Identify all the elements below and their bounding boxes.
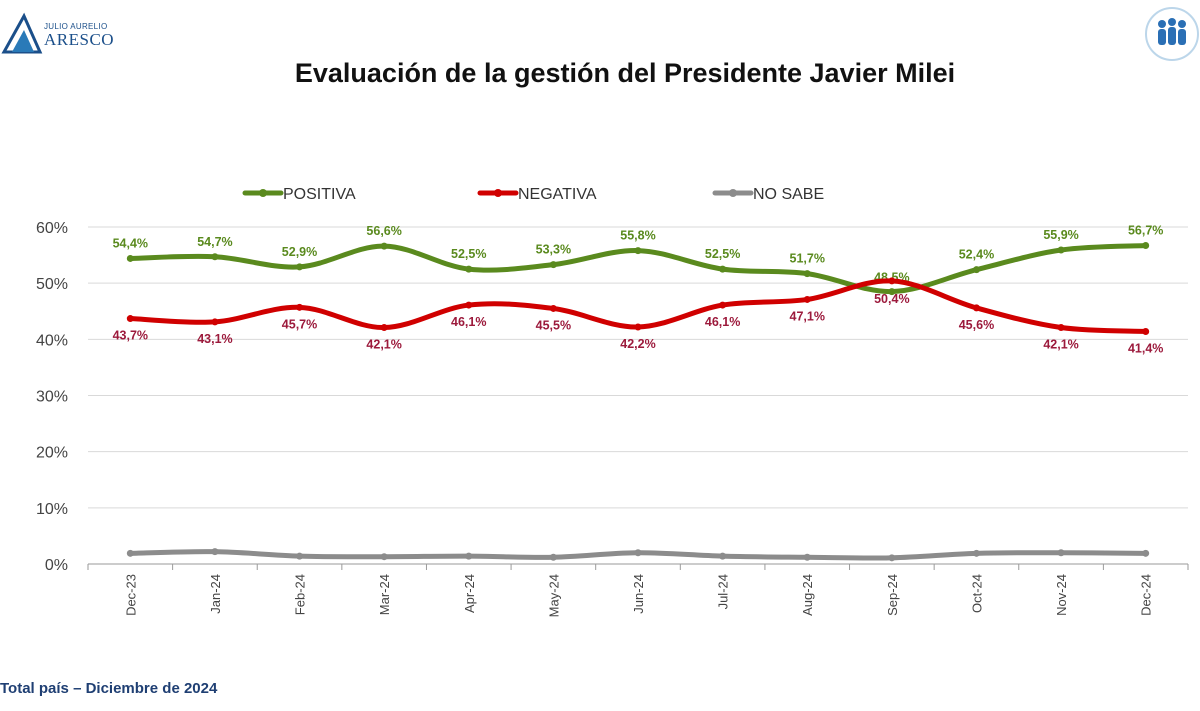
- data-label-positiva: 56,7%: [1128, 224, 1163, 238]
- data-point-negativa: [1057, 324, 1065, 332]
- data-label-positiva: 52,5%: [705, 247, 740, 261]
- data-label-negativa: 42,1%: [366, 338, 401, 352]
- data-point-negativa: [549, 304, 557, 312]
- data-point-positiva: [719, 265, 727, 273]
- data-point-no-sabe: [465, 552, 473, 560]
- y-tick-label: 0%: [45, 557, 68, 574]
- logo-name: ARESCO: [44, 30, 115, 49]
- data-label-positiva: 52,4%: [959, 248, 994, 262]
- data-point-no-sabe: [380, 553, 388, 561]
- legend-marker-negativa: [494, 189, 502, 197]
- data-label-negativa: 50,4%: [874, 292, 909, 306]
- legend-marker-positiva: [259, 189, 267, 197]
- data-point-no-sabe: [1057, 549, 1065, 557]
- legend-marker-no-sabe: [729, 189, 737, 197]
- data-point-negativa: [634, 323, 642, 331]
- x-tick-label: Jan-24: [208, 574, 223, 614]
- data-label-positiva: 53,3%: [536, 243, 571, 257]
- data-point-no-sabe: [972, 549, 980, 557]
- people-emblem-icon: [1145, 7, 1199, 61]
- x-tick-label: May-24: [546, 574, 561, 617]
- data-point-positiva: [549, 261, 557, 269]
- data-label-negativa: 45,6%: [959, 318, 994, 332]
- data-point-positiva: [1057, 246, 1065, 254]
- data-point-positiva: [888, 288, 896, 296]
- x-tick-label: Feb-24: [293, 574, 308, 615]
- data-point-no-sabe: [296, 552, 304, 560]
- data-point-negativa: [380, 324, 388, 332]
- data-label-positiva: 54,4%: [113, 236, 148, 250]
- x-tick-label: Dec-23: [123, 574, 138, 616]
- legend-label-negativa: NEGATIVA: [518, 186, 597, 203]
- data-label-negativa: 41,4%: [1128, 341, 1163, 355]
- x-tick-label: Aug-24: [800, 574, 815, 616]
- data-label-positiva: 51,7%: [790, 252, 825, 266]
- data-label-negativa: 42,2%: [620, 337, 655, 351]
- data-point-negativa: [803, 295, 811, 303]
- data-point-no-sabe: [126, 549, 134, 557]
- data-point-negativa: [126, 315, 134, 323]
- data-point-negativa: [1142, 327, 1150, 335]
- data-label-positiva: 56,6%: [366, 224, 401, 238]
- footer-caption: Total país – Diciembre de 2024: [0, 680, 218, 697]
- data-point-positiva: [1142, 242, 1150, 250]
- data-label-negativa: 43,1%: [197, 332, 232, 346]
- triangle-logo-icon: [1, 12, 43, 54]
- data-label-negativa: 42,1%: [1043, 338, 1078, 352]
- data-point-positiva: [126, 254, 134, 262]
- data-point-positiva: [296, 263, 304, 271]
- legend-label-no-sabe: NO SABE: [753, 186, 824, 203]
- y-tick-label: 30%: [36, 389, 68, 406]
- data-label-negativa: 46,1%: [451, 315, 486, 329]
- y-tick-label: 60%: [36, 220, 68, 237]
- x-tick-label: Oct-24: [969, 574, 984, 613]
- data-point-positiva: [380, 242, 388, 250]
- data-label-positiva: 52,9%: [282, 245, 317, 259]
- data-label-positiva: 55,9%: [1043, 228, 1078, 242]
- aresco-logo: JULIO AURELIO ARESCO: [0, 8, 130, 58]
- data-point-negativa: [211, 318, 219, 326]
- data-label-positiva: 52,5%: [451, 247, 486, 261]
- x-tick-label: Dec-24: [1139, 574, 1154, 616]
- data-point-positiva: [803, 270, 811, 278]
- y-tick-label: 40%: [36, 332, 68, 349]
- data-label-positiva: 54,7%: [197, 235, 232, 249]
- data-point-no-sabe: [211, 548, 219, 556]
- x-tick-label: Sep-24: [885, 574, 900, 616]
- data-label-negativa: 46,1%: [705, 315, 740, 329]
- data-point-negativa: [719, 301, 727, 309]
- data-point-no-sabe: [719, 552, 727, 560]
- data-point-negativa: [465, 301, 473, 309]
- x-tick-label: Jun-24: [631, 574, 646, 614]
- data-label-negativa: 45,5%: [536, 318, 571, 332]
- data-point-no-sabe: [549, 553, 557, 561]
- y-tick-label: 50%: [36, 276, 68, 293]
- data-label-positiva: 55,8%: [620, 229, 655, 243]
- data-point-no-sabe: [634, 549, 642, 557]
- y-tick-label: 10%: [36, 501, 68, 518]
- x-tick-label: Apr-24: [462, 574, 477, 613]
- data-label-negativa: 43,7%: [113, 329, 148, 343]
- legend-label-positiva: POSITIVA: [283, 186, 356, 203]
- data-point-positiva: [634, 247, 642, 255]
- data-point-negativa: [296, 303, 304, 311]
- data-label-negativa: 47,1%: [790, 309, 825, 323]
- data-point-negativa: [888, 277, 896, 285]
- data-point-positiva: [211, 253, 219, 261]
- data-point-positiva: [972, 266, 980, 274]
- x-tick-label: Jul-24: [716, 574, 731, 609]
- data-label-negativa: 45,7%: [282, 317, 317, 331]
- chart-title: Evaluación de la gestión del Presidente …: [294, 58, 956, 88]
- logo-small-text: JULIO AURELIO: [44, 22, 108, 31]
- data-point-no-sabe: [803, 553, 811, 561]
- data-point-positiva: [465, 265, 473, 273]
- data-point-negativa: [972, 304, 980, 312]
- data-point-no-sabe: [888, 554, 896, 562]
- y-tick-label: 20%: [36, 445, 68, 462]
- data-point-no-sabe: [1142, 549, 1150, 557]
- x-tick-label: Mar-24: [377, 574, 392, 615]
- x-tick-label: Nov-24: [1054, 574, 1069, 616]
